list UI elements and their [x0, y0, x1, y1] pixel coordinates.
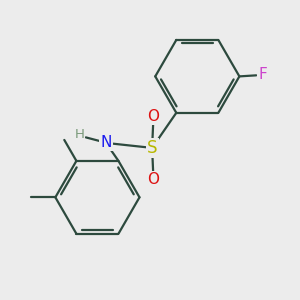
Text: O: O: [147, 109, 159, 124]
Text: F: F: [258, 67, 267, 82]
Text: S: S: [147, 139, 158, 157]
Text: N: N: [100, 135, 112, 150]
Text: H: H: [75, 128, 85, 141]
Text: O: O: [147, 172, 159, 187]
